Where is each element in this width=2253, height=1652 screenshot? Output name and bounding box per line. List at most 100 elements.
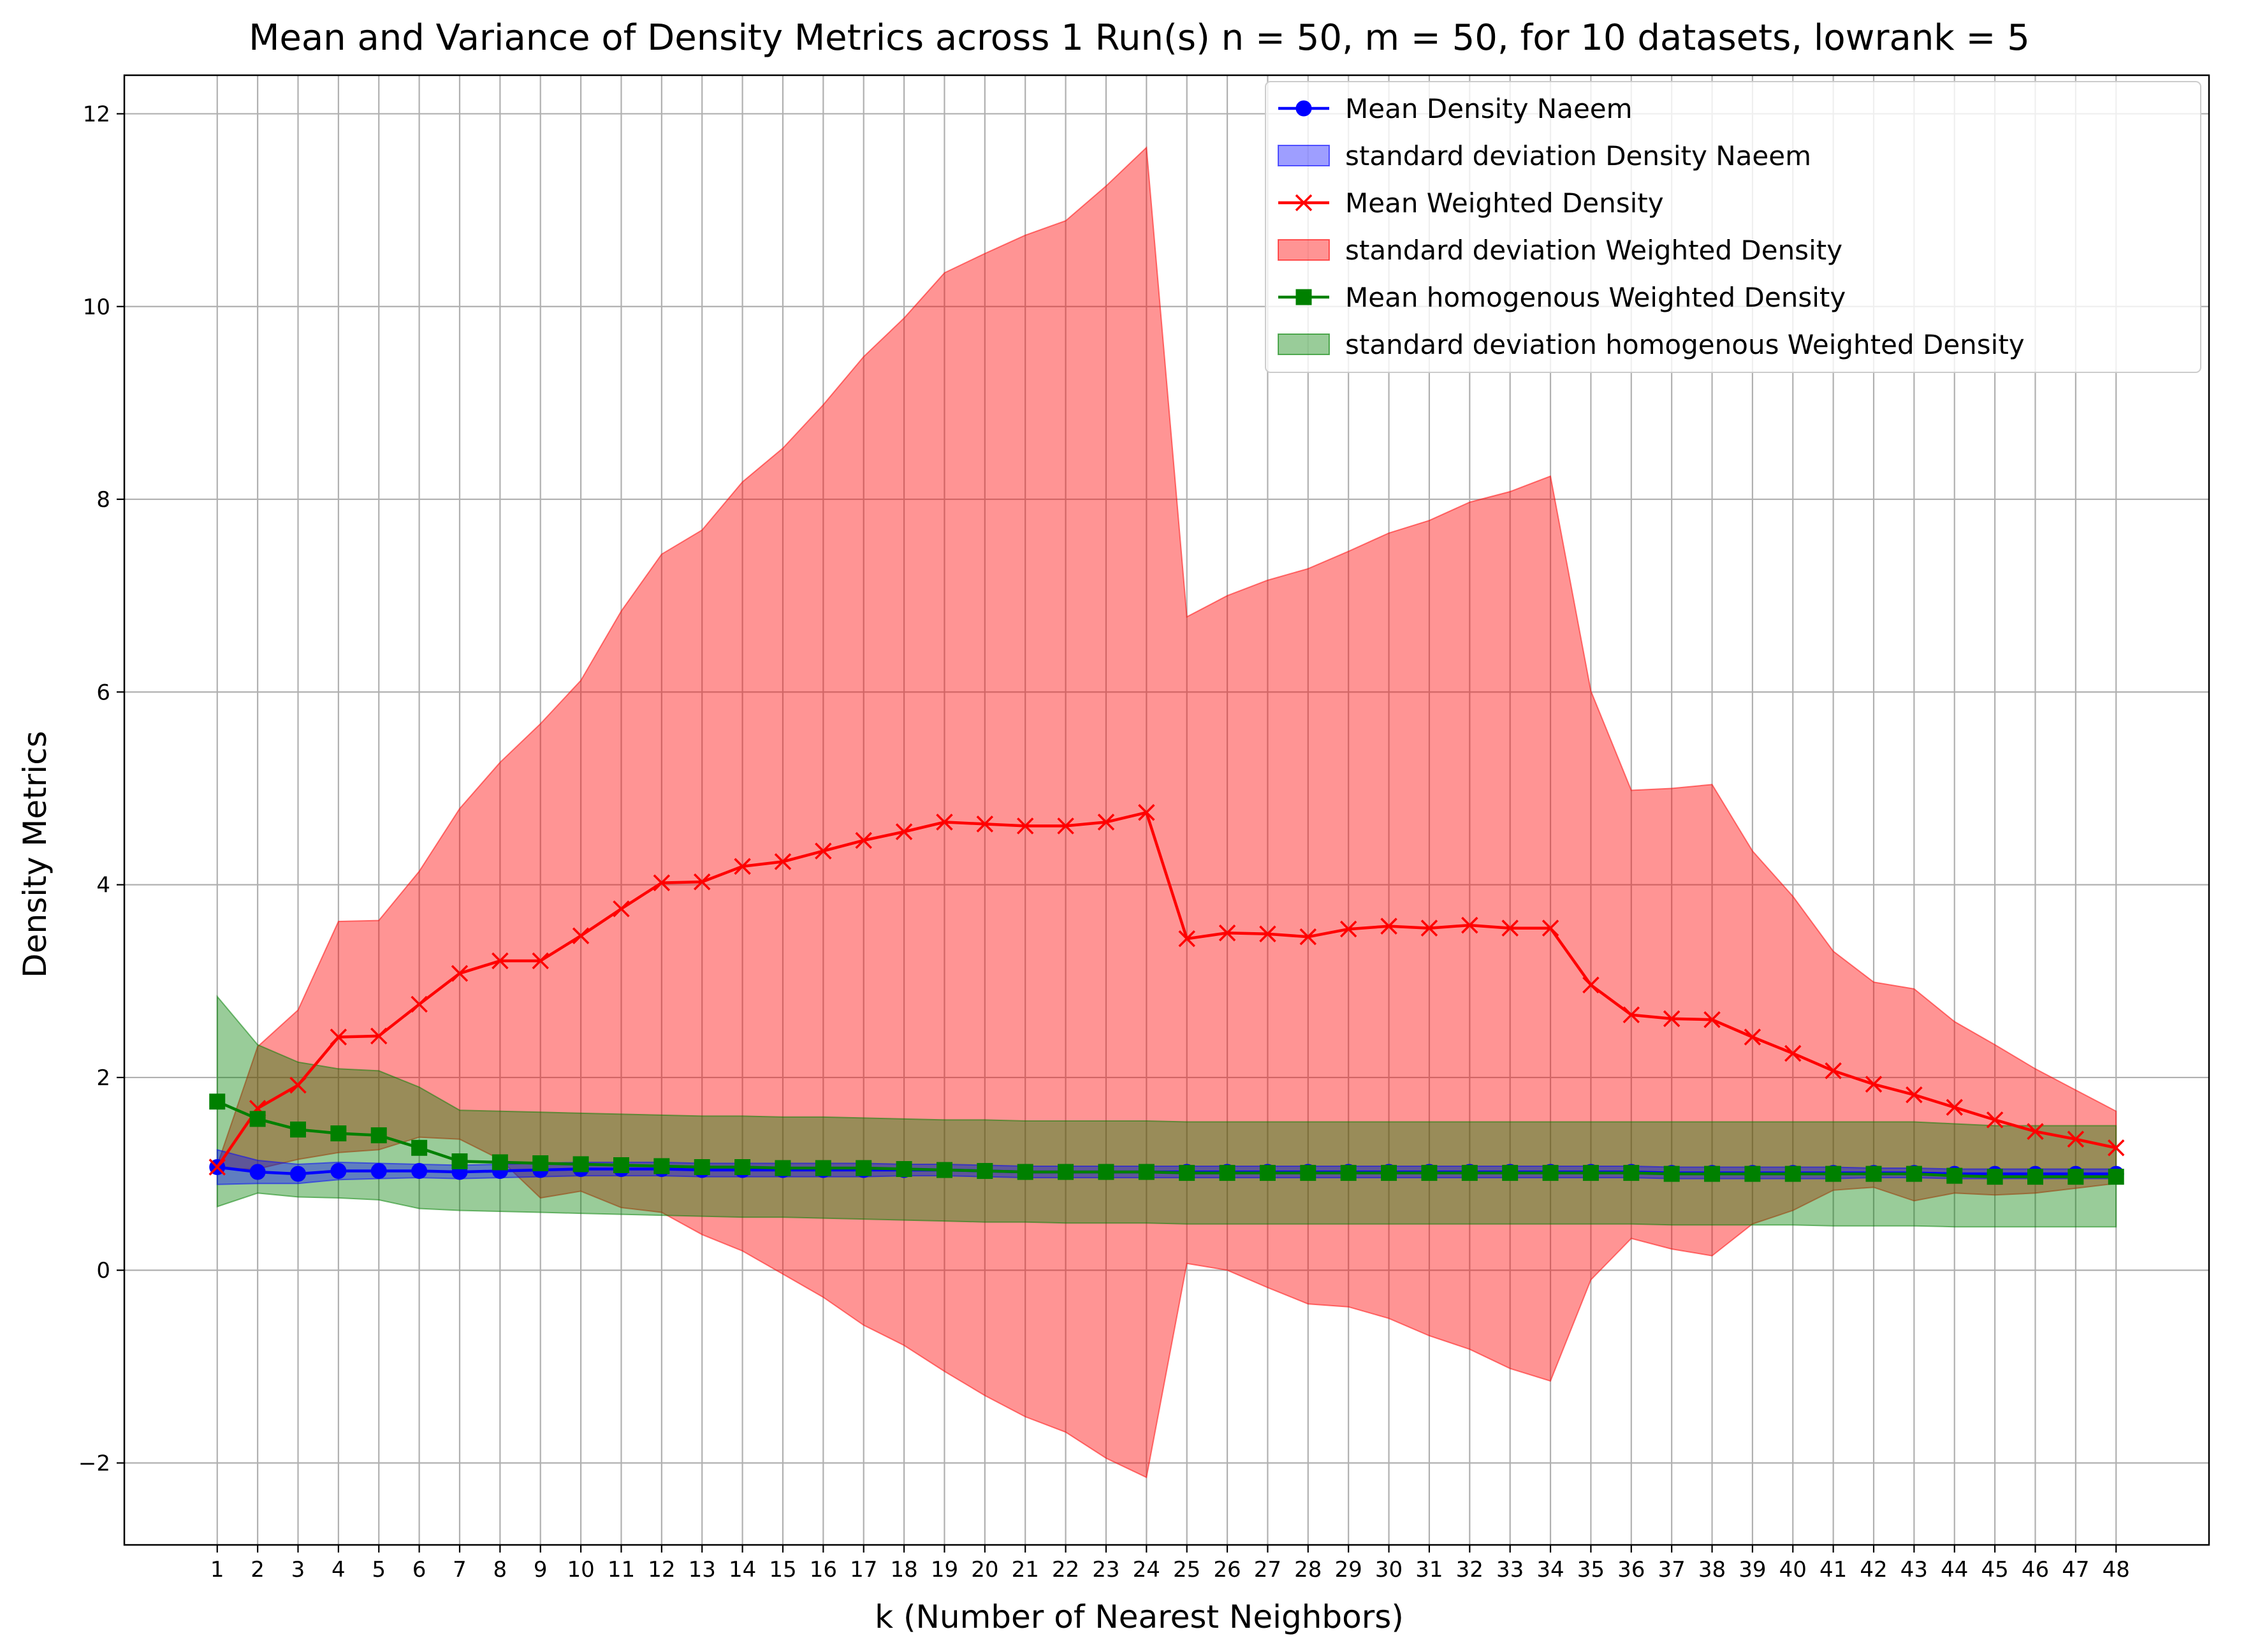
data-point [856,1160,872,1176]
data-point [370,1163,387,1180]
x-tick-label: 45 [1981,1557,2008,1583]
y-tick-label: 10 [83,295,110,320]
data-point [1259,925,1276,942]
x-tick-label: 37 [1658,1557,1686,1583]
x-tick-label: 29 [1335,1557,1362,1583]
mean-lines [208,804,2125,1185]
data-point [289,1076,307,1094]
data-point [1825,1166,1842,1182]
data-point [1825,1062,1842,1079]
data-point [653,874,671,891]
data-point [653,1158,670,1174]
data-point [1501,919,1519,937]
x-tick-label: 40 [1779,1557,1807,1583]
chart-title: Mean and Variance of Density Metrics acr… [249,17,2030,59]
legend-entry: standard deviation homogenous Weighted D… [1278,329,2025,360]
data-point [330,1125,347,1142]
data-point [1219,1165,1236,1181]
x-tick-label: 17 [850,1557,877,1583]
data-point [1906,1086,1923,1104]
x-tick-label: 31 [1415,1557,1443,1583]
x-tick-label: 16 [810,1557,837,1583]
legend-marker [1295,289,1312,305]
x-tick-label: 33 [1496,1557,1524,1583]
data-point [2108,1139,2125,1157]
data-point [1582,1165,1599,1181]
x-tick-label: 18 [890,1557,917,1583]
x-tick-label: 42 [1860,1557,1887,1583]
legend-label: Mean homogenous Weighted Density [1345,282,1846,313]
x-tick-label: 28 [1294,1557,1322,1583]
data-point [2027,1123,2044,1140]
data-point [936,814,953,831]
x-tick-label: 30 [1375,1557,1403,1583]
data-point [1784,1044,1802,1062]
x-tick-label: 8 [493,1557,507,1583]
y-tick-label: 2 [96,1065,110,1091]
data-point [1663,1166,1680,1182]
data-point [694,1159,710,1176]
x-tick-label: 38 [1698,1557,1726,1583]
legend-label: Mean Density Naeem [1345,93,1633,124]
data-point [209,1093,226,1110]
x-tick-label: 36 [1617,1557,1645,1583]
x-tick-label: 23 [1092,1557,1119,1583]
data-point [1218,924,1236,942]
data-point [1502,1165,1519,1181]
data-point [2108,1169,2124,1185]
data-point [1906,1166,1922,1182]
x-tick-label: 47 [2062,1557,2089,1583]
data-point [693,873,711,891]
legend-entry: Mean Density Naeem [1278,93,1633,124]
data-point [976,815,994,833]
y-tick-label: 6 [96,680,110,705]
x-tick-label: 19 [931,1557,958,1583]
x-tick-label: 6 [412,1557,427,1583]
data-point [1461,1165,1478,1181]
x-tick-label: 26 [1213,1557,1241,1583]
data-point [613,1157,629,1173]
data-point [734,1159,751,1176]
x-tick-label: 4 [332,1557,346,1583]
y-tick-label: −2 [78,1451,110,1477]
data-point [775,1160,791,1176]
data-point [1138,1164,1155,1180]
data-point [895,823,913,840]
legend-entry: Mean Weighted Density [1278,187,1664,219]
x-tick-label: 39 [1739,1557,1766,1583]
x-tick-label: 2 [251,1557,265,1583]
data-point [1138,804,1155,821]
x-tick-label: 14 [729,1557,756,1583]
data-point [1259,1165,1276,1181]
legend-entry: standard deviation Density Naeem [1278,140,1811,172]
data-point [1946,1167,1963,1184]
data-point [1016,817,1034,835]
data-point [290,1166,306,1182]
data-point [1865,1076,1883,1093]
data-point [1179,1165,1195,1181]
x-tick-label: 7 [453,1557,467,1583]
x-tick-label: 15 [769,1557,796,1583]
legend-swatch-band [1278,145,1330,166]
data-point [815,842,832,859]
data-point [2067,1169,2084,1185]
x-tick-label: 46 [2022,1557,2049,1583]
data-point [2027,1169,2043,1185]
x-tick-label: 35 [1577,1557,1605,1583]
data-point [613,900,630,917]
x-tick-label: 11 [608,1557,635,1583]
legend: Mean Density Naeem standard deviation Den… [1265,81,2201,373]
data-point [370,1027,388,1045]
data-point [774,853,792,870]
y-tick-label: 12 [83,101,110,127]
data-point [249,1111,266,1127]
x-tick-label: 9 [534,1557,548,1583]
axes-frame [123,74,2210,1546]
data-point [1381,1165,1397,1181]
x-tick-label: 41 [1819,1557,1847,1583]
data-point [330,1163,347,1180]
x-tick-label: 1 [210,1557,224,1583]
data-point [1542,919,1559,937]
data-point [1339,920,1357,938]
